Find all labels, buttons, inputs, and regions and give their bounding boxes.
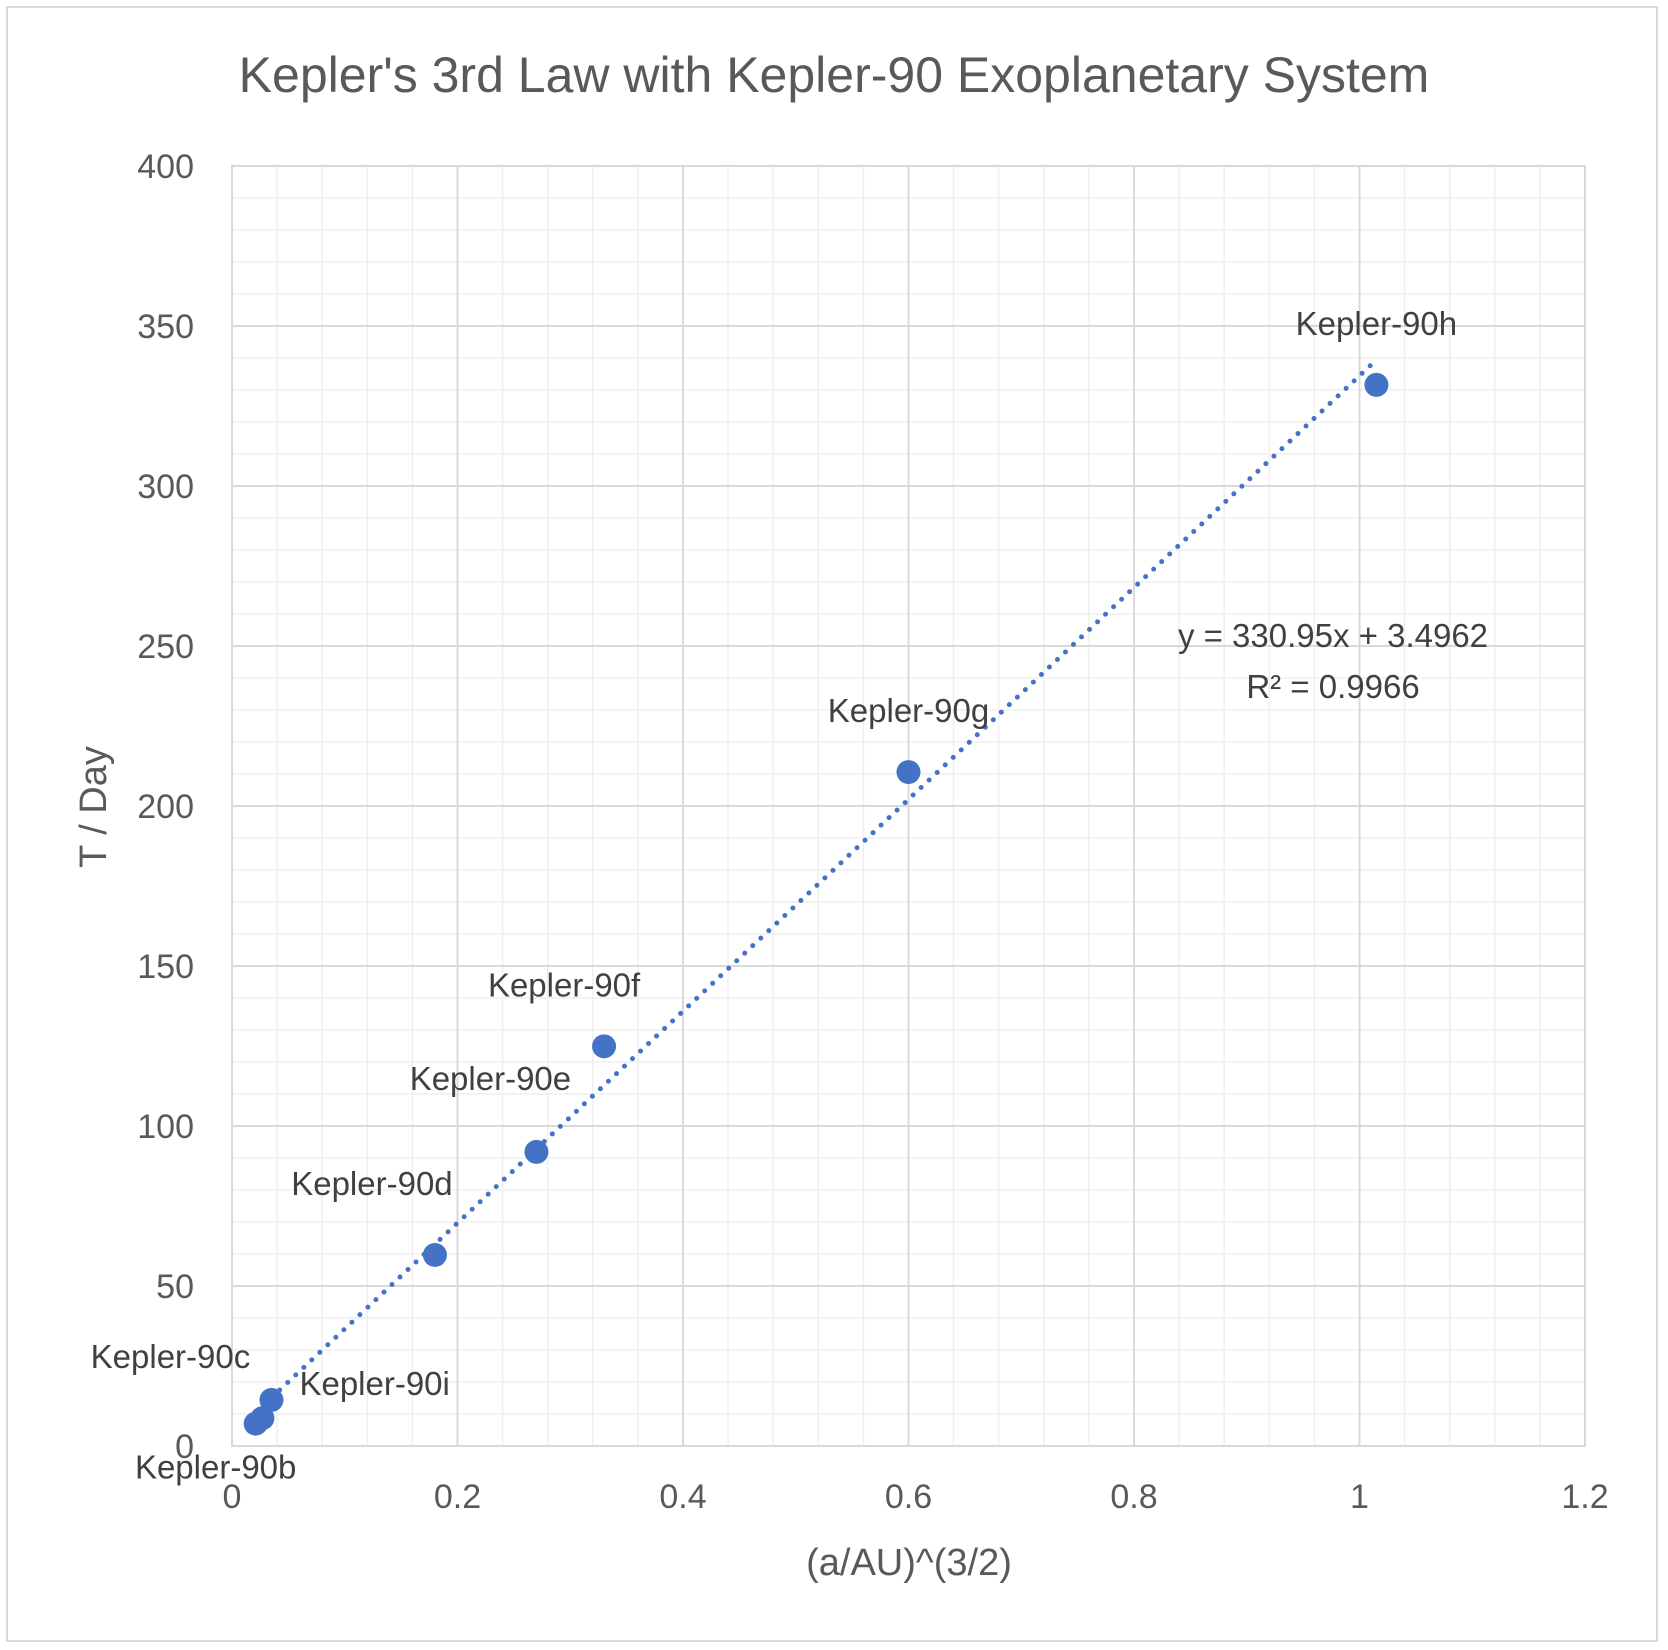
chart-area (6, 6, 1658, 1642)
x-tick-label: 0 (223, 1478, 242, 1516)
tick-labels: 0 0.2 0.4 0.6 0.8 1 1.2 0 50 100 150 200 250 300 350 40… (137, 148, 1608, 1516)
y-tick-label: 0 (175, 1428, 194, 1466)
data-point (1364, 372, 1389, 397)
y-axis-title: T / Day (73, 746, 115, 868)
point-label: Kepler-90d (291, 1165, 452, 1202)
trendline (253, 357, 1379, 1416)
data-point (259, 1387, 284, 1412)
data-point (422, 1242, 447, 1267)
point-label: Kepler-90e (410, 1060, 571, 1097)
x-tick-label: 0.2 (434, 1478, 481, 1516)
x-tick-label: 1.2 (1561, 1478, 1608, 1516)
data-point (250, 1406, 275, 1431)
point-label: Kepler-90f (488, 966, 641, 1003)
y-tick-label: 50 (156, 1268, 194, 1306)
y-tick-label: 200 (137, 788, 194, 826)
x-axis-title: (a/AU)^(3/2) (806, 1542, 1012, 1584)
data-point (592, 1034, 617, 1059)
y-tick-label: 100 (137, 1108, 194, 1146)
data-point (896, 760, 921, 785)
point-label: Kepler-90g (828, 692, 989, 729)
y-tick-label: 300 (137, 468, 194, 506)
point-label: Kepler-90i (299, 1365, 449, 1402)
x-tick-label: 0.6 (885, 1478, 932, 1516)
plot-border (231, 165, 1586, 1447)
x-tick-label: 0.8 (1110, 1478, 1157, 1516)
data-point (524, 1139, 549, 1164)
point-label: Kepler-90h (1296, 305, 1457, 342)
point-label: Kepler-90c (91, 1338, 251, 1375)
y-tick-label: 400 (137, 148, 194, 186)
y-tick-label: 250 (137, 628, 194, 666)
trendline-r-squared: R² = 0.9966 (1246, 668, 1419, 705)
point-labels: Kepler-90b Kepler-90c Kepler-90i Kepler-90d… (91, 305, 1457, 1486)
x-tick-label: 0.4 (659, 1478, 706, 1516)
major-gridlines (231, 165, 1586, 1447)
chart-title: Kepler's 3rd Law with Kepler-90 Exoplane… (239, 47, 1430, 103)
x-tick-label: 1 (1350, 1478, 1369, 1516)
point-label: Kepler-90b (135, 1449, 296, 1486)
y-tick-label: 350 (137, 308, 194, 346)
data-points (243, 372, 1389, 1436)
y-tick-label: 150 (137, 948, 194, 986)
trendline-equation: y = 330.95x + 3.4962 (1178, 617, 1488, 654)
trendline-layer (253, 357, 1379, 1416)
